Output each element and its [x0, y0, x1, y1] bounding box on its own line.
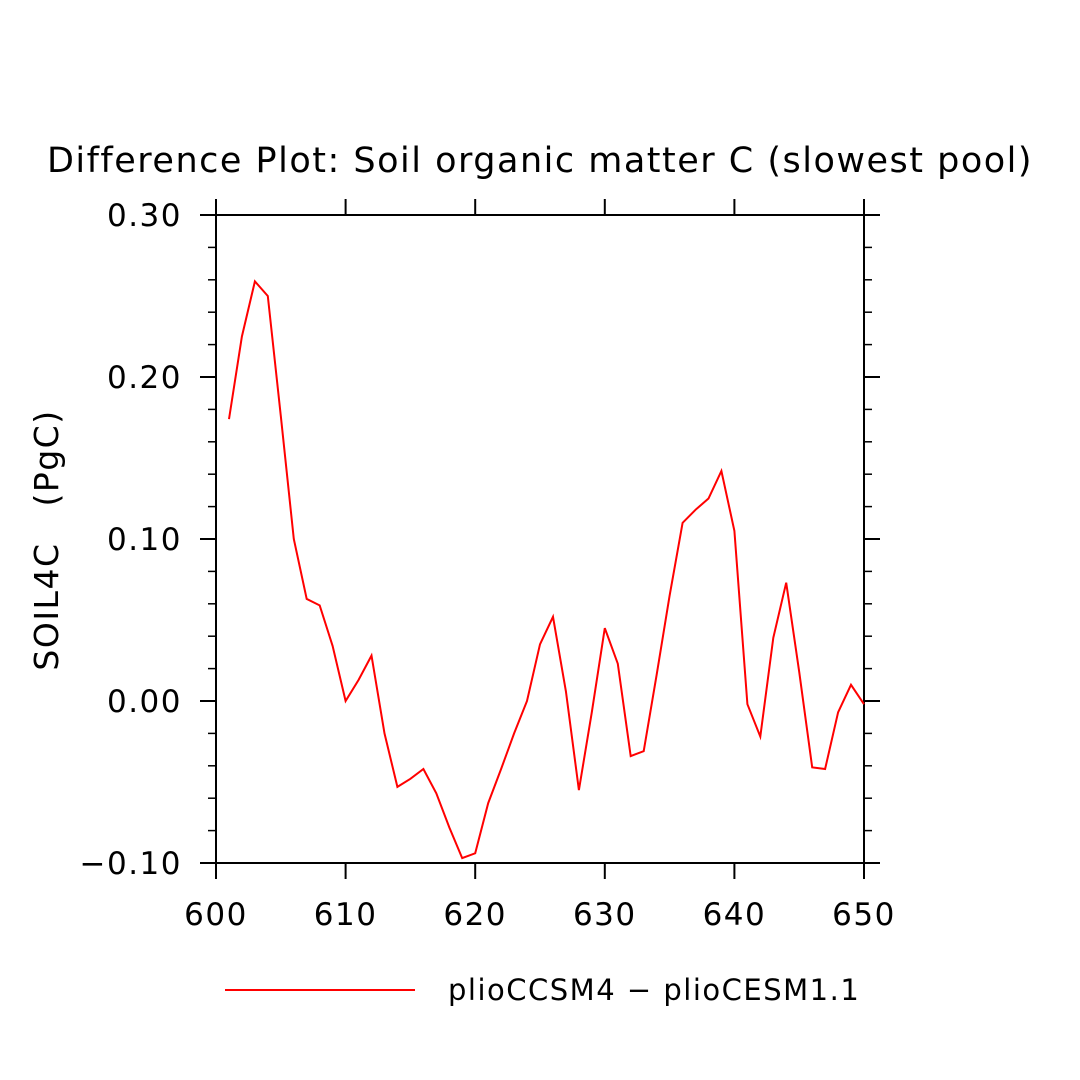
plot-axes [215, 214, 865, 864]
y-tick-label: −0.10 [80, 846, 183, 882]
data-series [228, 279, 865, 860]
series-line [228, 279, 865, 860]
x-tick-label: 650 [832, 897, 896, 933]
y-tick-label: 0.30 [107, 198, 182, 234]
x-tick-label: 600 [184, 897, 248, 933]
x-tick-label: 610 [314, 897, 378, 933]
tick-labels: 600 610 620 630 640 650 −0.10 0.00 0.10 0.20 0.30 [80, 198, 896, 933]
y-axis-label: SOIL4C (PgC) [27, 409, 66, 670]
plot-frame [215, 214, 865, 864]
x-tick-label: 620 [443, 897, 507, 933]
axis-ticks [200, 199, 880, 879]
x-tick-label: 630 [573, 897, 637, 933]
legend: plioCCSM4 − plioCESM1.1 [225, 973, 860, 1007]
y-tick-label: 0.10 [107, 522, 182, 558]
x-tick-label: 640 [703, 897, 767, 933]
chart-title: Difference Plot: Soil organic matter C (… [47, 141, 1033, 181]
legend-label: plioCCSM4 − plioCESM1.1 [448, 973, 860, 1007]
y-tick-label: 0.00 [107, 684, 182, 720]
y-tick-label: 0.20 [107, 360, 182, 396]
